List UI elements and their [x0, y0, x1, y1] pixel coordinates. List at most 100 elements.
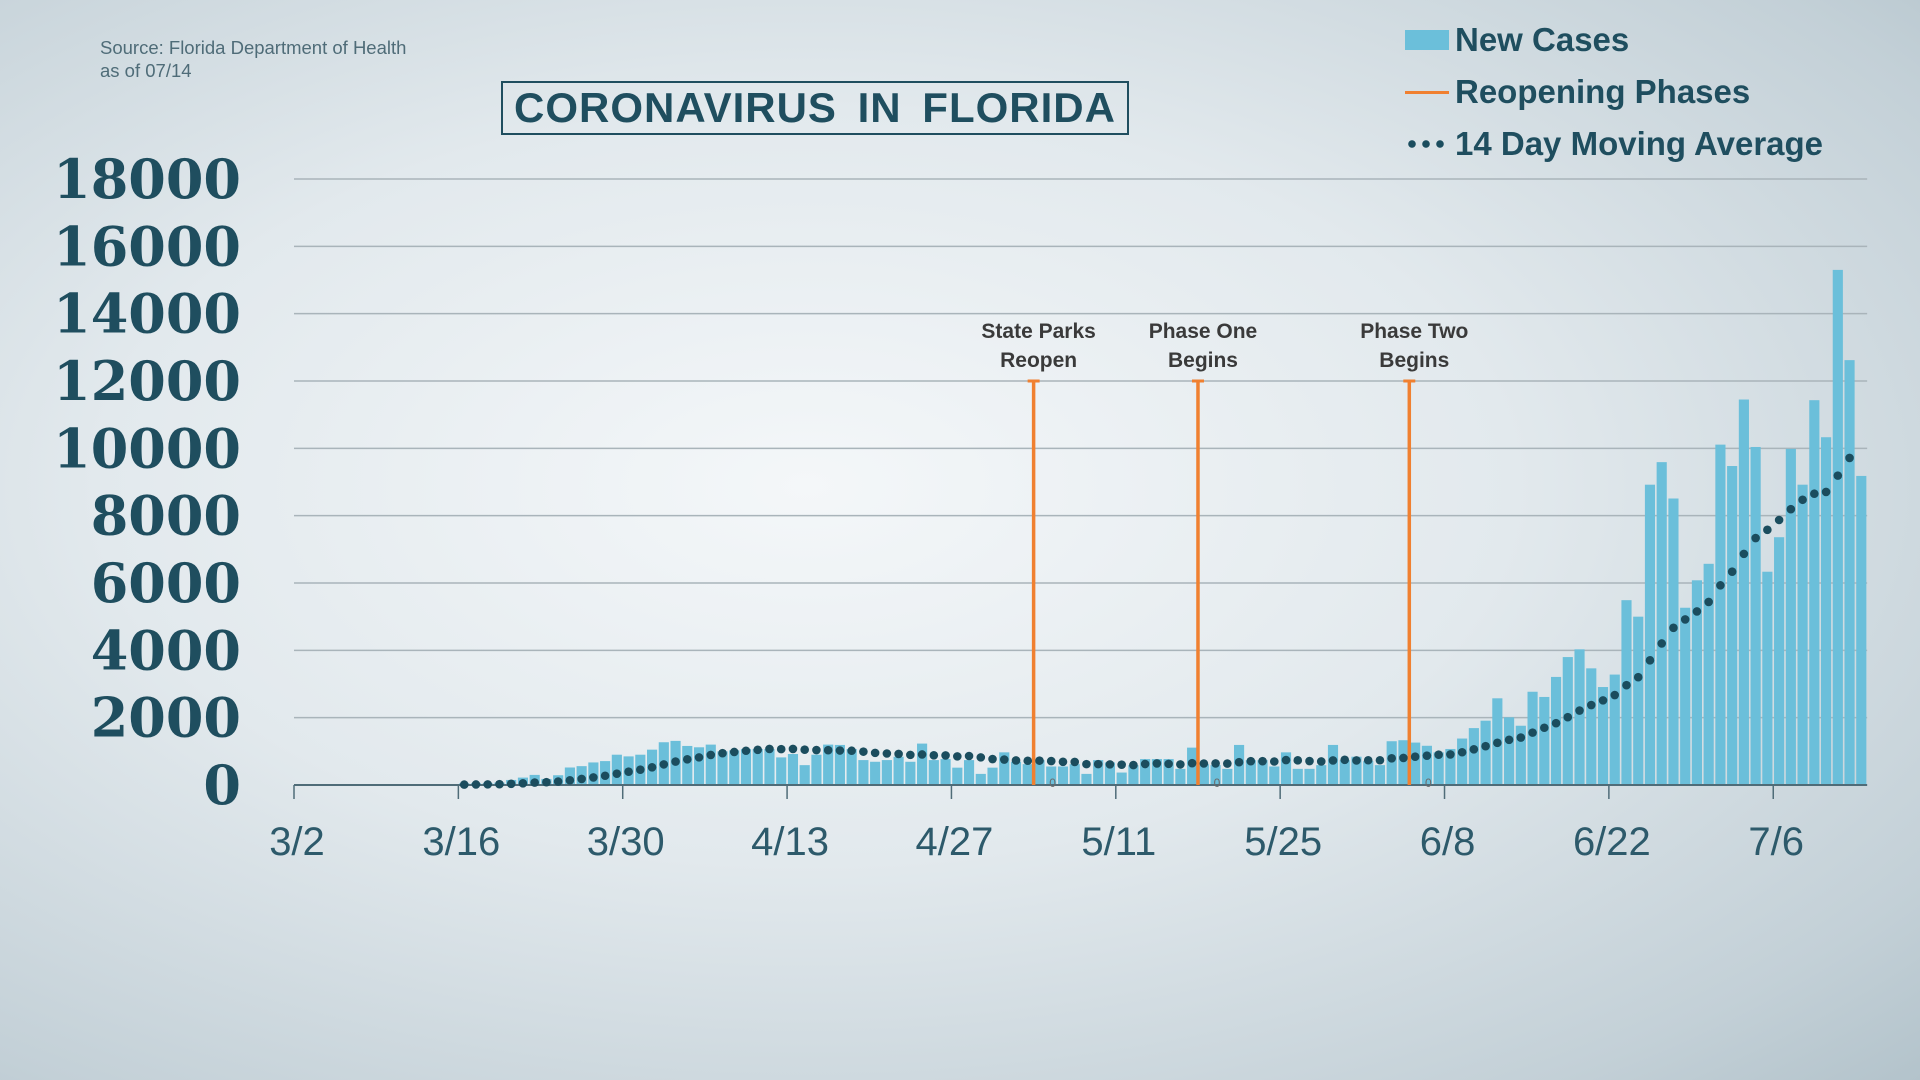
bar-new-cases — [811, 754, 822, 785]
bar-new-cases — [1175, 768, 1186, 785]
moving-average-dot — [1575, 706, 1584, 715]
bar-new-cases — [858, 760, 869, 785]
x-tick-label: 5/25 — [1244, 820, 1322, 864]
bar-new-cases — [1257, 760, 1268, 785]
bar-new-cases — [1644, 484, 1656, 785]
moving-average-dot — [565, 775, 575, 785]
bar-new-cases — [787, 754, 799, 785]
bar-new-cases — [1022, 764, 1033, 785]
moving-average-dot — [999, 755, 1009, 764]
x-tick-label: 4/13 — [751, 820, 829, 864]
moving-average-dot — [1011, 756, 1021, 765]
bar-new-cases — [1750, 446, 1761, 785]
moving-average-dot — [647, 762, 657, 772]
x-tick-label: 6/8 — [1420, 820, 1476, 864]
bar-new-cases — [1245, 760, 1256, 785]
moving-average-dot — [1457, 747, 1467, 757]
moving-average-dot — [941, 751, 950, 760]
moving-average-dot — [812, 745, 821, 755]
source-line: Source: Florida Department of Health — [100, 37, 407, 58]
moving-average-dot — [1481, 741, 1490, 751]
moving-average-dot — [1434, 750, 1443, 759]
bar-new-cases — [799, 765, 810, 785]
moving-average-dot — [1727, 567, 1737, 577]
bar-new-cases — [1010, 761, 1022, 785]
moving-average-dot — [1528, 728, 1537, 737]
moving-average-dot — [800, 745, 809, 754]
bar-new-cases — [1774, 537, 1785, 785]
bar-new-cases — [1586, 668, 1597, 785]
bar-new-cases — [1797, 484, 1808, 785]
y-tick-label: 2000 — [91, 686, 241, 750]
y-tick-label: 18000 — [53, 147, 241, 211]
moving-average-dot — [718, 748, 727, 758]
bar-new-cases — [1691, 580, 1702, 785]
moving-average-dot — [1375, 755, 1385, 765]
bar-new-cases — [928, 760, 939, 785]
bar-new-cases — [1034, 760, 1045, 785]
bar-new-cases — [1832, 269, 1843, 785]
bar-new-cases — [1785, 448, 1796, 785]
bar-new-cases — [1668, 498, 1679, 785]
bar-new-cases — [705, 744, 716, 785]
bar-new-cases — [1327, 744, 1339, 785]
bar-new-cases — [1093, 760, 1104, 785]
bar-new-cases — [1339, 760, 1350, 785]
moving-average-dot — [1786, 504, 1796, 514]
moving-average-dot — [1070, 757, 1080, 767]
moving-average-dot — [882, 749, 892, 758]
bar-new-cases — [1351, 756, 1362, 785]
moving-average-dot — [1187, 758, 1197, 768]
moving-average-dot — [1117, 760, 1126, 770]
moving-average-dot — [706, 750, 716, 760]
legend-label: 14 Day Moving Average — [1455, 125, 1824, 162]
bar-new-cases — [1703, 563, 1714, 785]
moving-average-dot — [1774, 515, 1784, 525]
moving-average-dot — [1551, 718, 1561, 728]
moving-average-dot — [1129, 760, 1138, 770]
moving-average-dot — [1352, 756, 1361, 765]
bar-new-cases — [963, 760, 975, 785]
moving-average-dot — [835, 746, 845, 755]
moving-average-dot — [1035, 756, 1044, 765]
moving-average-dot — [1234, 757, 1244, 767]
bar-new-cases — [1198, 764, 1209, 785]
moving-average-dot — [1751, 533, 1760, 543]
bar-new-cases — [987, 767, 998, 785]
bar-new-cases — [1574, 649, 1585, 785]
bar-new-cases — [776, 757, 787, 785]
moving-average-dot — [1798, 495, 1807, 505]
bar-new-cases — [1715, 444, 1726, 785]
bar-new-cases — [1504, 717, 1515, 785]
moving-average-dot — [1680, 615, 1690, 624]
bar-new-cases — [1069, 764, 1080, 785]
bar-new-cases — [1163, 759, 1174, 785]
phase-base-label: 0 — [1425, 776, 1432, 790]
moving-average-dot — [495, 779, 504, 789]
bar-new-cases — [1597, 687, 1609, 785]
moving-average-dot — [1199, 759, 1209, 768]
phase-label: Begins — [1379, 349, 1449, 372]
y-tick-label: 12000 — [53, 349, 241, 413]
moving-average-dot — [1399, 753, 1408, 763]
bar-new-cases — [1386, 741, 1397, 785]
bar-new-cases — [1374, 765, 1386, 785]
moving-average-dot — [1152, 759, 1162, 768]
moving-average-dot — [765, 744, 774, 754]
moving-average-dot — [1340, 755, 1350, 765]
bar-new-cases — [1550, 676, 1562, 785]
bar-new-cases — [1081, 773, 1092, 785]
bar-new-cases — [881, 760, 892, 785]
moving-average-dot — [1610, 690, 1620, 700]
moving-average-dot — [1845, 453, 1854, 463]
chart-title: CORONAVIRUS IN FLORIDA — [501, 81, 1129, 135]
legend-label: Reopening Phases — [1455, 73, 1751, 110]
moving-average-dot — [553, 777, 563, 786]
phase-label: Phase Two — [1360, 320, 1468, 343]
bar-new-cases — [846, 748, 857, 785]
moving-average-dot — [1082, 759, 1091, 769]
moving-average-dot — [1328, 756, 1338, 765]
moving-average-dot — [976, 753, 986, 762]
moving-average-dot — [929, 750, 939, 760]
